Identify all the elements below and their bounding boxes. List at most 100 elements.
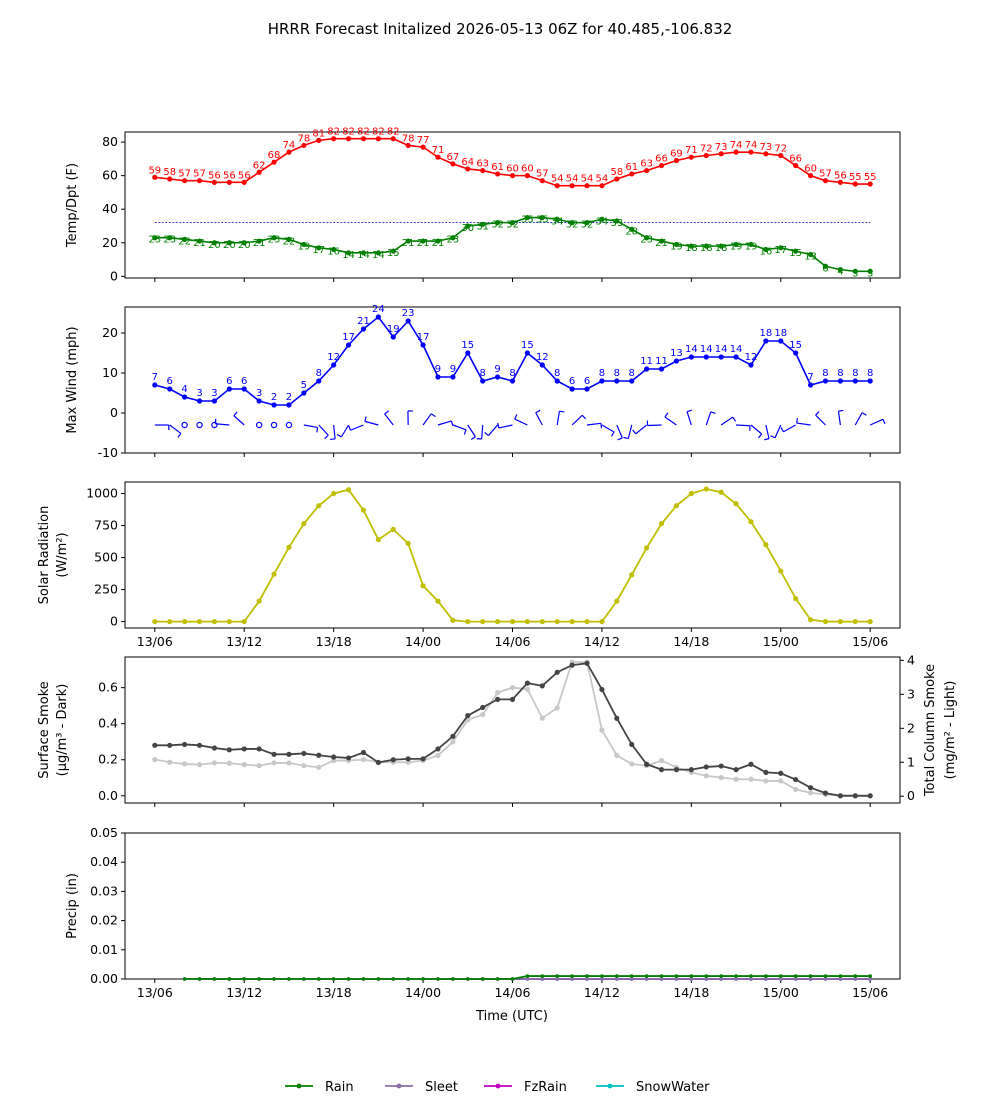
y-right-tick-label: 0 — [907, 788, 915, 803]
solar-point — [316, 503, 322, 509]
wind-label: 14 — [700, 344, 713, 355]
y-tick-label: 0 — [110, 614, 118, 629]
temperature-label: 54 — [596, 174, 609, 185]
surface-smoke-point — [301, 750, 307, 757]
temperature-label: 82 — [342, 127, 355, 138]
wind-point — [629, 378, 635, 384]
wind-barb — [437, 420, 452, 426]
dewpoint-point — [360, 250, 367, 256]
surface-smoke-point — [420, 756, 426, 762]
column-smoke-point — [256, 763, 262, 769]
dewpoint-label: 20 — [208, 240, 221, 251]
y-right-tick-label: 4 — [907, 652, 915, 667]
rain-point — [659, 974, 664, 978]
y-right-axis-unit: (mg/m² - Light) — [943, 681, 958, 780]
temperature-point — [509, 173, 516, 179]
solar-point — [614, 598, 620, 604]
temperature-point — [837, 179, 843, 185]
temperature-label: 66 — [789, 154, 802, 165]
solar-point — [867, 618, 873, 625]
temperature-point — [405, 142, 411, 149]
surface-smoke-point — [733, 767, 739, 773]
temperature-point — [733, 149, 739, 155]
wind-barb-flag — [796, 418, 799, 424]
wind-barb — [854, 412, 863, 426]
temperature-point — [301, 142, 307, 149]
solar-point — [420, 583, 426, 589]
dewpoint-point — [584, 220, 590, 226]
wind-label: 3 — [196, 388, 202, 399]
wind-label: 2 — [271, 392, 277, 403]
solar-point — [226, 618, 232, 625]
surface-smoke-point — [465, 712, 471, 719]
sleet-point — [540, 977, 545, 981]
solar-point — [509, 618, 516, 625]
column-smoke-point — [807, 790, 814, 796]
wind-label: 12 — [745, 352, 758, 363]
wind-point — [867, 378, 873, 384]
dewpoint-label: 3 — [867, 268, 873, 279]
smoke-panel: 0.0 0.2 0.4 0.6 Surface Smoke (μg/m³ - Dark) 0… — [37, 652, 958, 807]
dewpoint-point — [256, 238, 262, 244]
y-axis-label: Solar Radiation — [37, 506, 52, 605]
rain-point — [361, 977, 366, 981]
wind-barb-flag — [780, 427, 784, 433]
y-axis-unit: (W/m²) — [55, 532, 70, 577]
wind-point — [614, 378, 620, 384]
dewpoint-point — [331, 246, 337, 253]
temperature-point — [718, 151, 724, 157]
temperature-label: 60 — [804, 164, 817, 175]
rain-point — [629, 974, 634, 978]
temperature-point — [360, 136, 367, 142]
rain-point — [749, 974, 753, 978]
wind-label: 8 — [509, 368, 515, 379]
wind-label: 6 — [569, 376, 575, 387]
column-smoke-point — [182, 761, 188, 767]
dewpoint-label: 32 — [506, 220, 519, 231]
rain-point — [540, 974, 545, 978]
temperature-label: 63 — [640, 159, 653, 170]
wind-barb — [535, 412, 543, 426]
x-tick-label: 14/12 — [584, 985, 620, 1000]
surface-smoke-point — [390, 757, 396, 763]
solar-point — [837, 618, 843, 625]
dewpoint-point — [196, 238, 203, 244]
surface-smoke-point — [644, 761, 650, 767]
wind-barb — [815, 414, 826, 426]
wind-label: 3 — [256, 388, 262, 399]
wind-label: 14 — [730, 344, 743, 355]
wind-point — [673, 358, 680, 364]
temperature-label: 61 — [625, 162, 638, 173]
dewpoint-label: 22 — [178, 236, 191, 247]
wind-point — [375, 314, 381, 320]
surface-smoke-point — [807, 785, 814, 791]
wind-barb-flag — [384, 410, 389, 415]
solar-point — [286, 544, 292, 550]
dewpoint-label: 32 — [581, 220, 594, 231]
dewpoint-label: 16 — [759, 246, 772, 257]
dewpoint-label: 14 — [342, 250, 355, 261]
dewpoint-label: 20 — [238, 240, 251, 251]
wind-point — [763, 338, 769, 344]
dewpoint-label: 21 — [655, 238, 668, 249]
dewpoint-label: 21 — [417, 238, 430, 249]
temperature-label: 82 — [387, 127, 400, 138]
wind-barb-flag — [861, 412, 867, 416]
solar-point — [718, 489, 724, 495]
solar-point — [703, 486, 709, 492]
temperature-point — [778, 152, 784, 159]
wind-barb — [333, 424, 336, 439]
wind-point — [658, 366, 665, 372]
wind-barb-flag — [611, 431, 615, 437]
dewpoint-label: 21 — [402, 238, 415, 249]
wind-barb-flag — [177, 433, 182, 438]
dewpoint-point — [673, 241, 680, 248]
solar-point — [211, 618, 218, 625]
wind-label: 15 — [789, 340, 802, 351]
sleet-point — [644, 977, 649, 981]
temperature-label: 64 — [461, 157, 474, 168]
dewpoint-point — [509, 220, 516, 226]
temperature-label: 71 — [685, 145, 698, 156]
wind-label: 13 — [670, 348, 683, 359]
